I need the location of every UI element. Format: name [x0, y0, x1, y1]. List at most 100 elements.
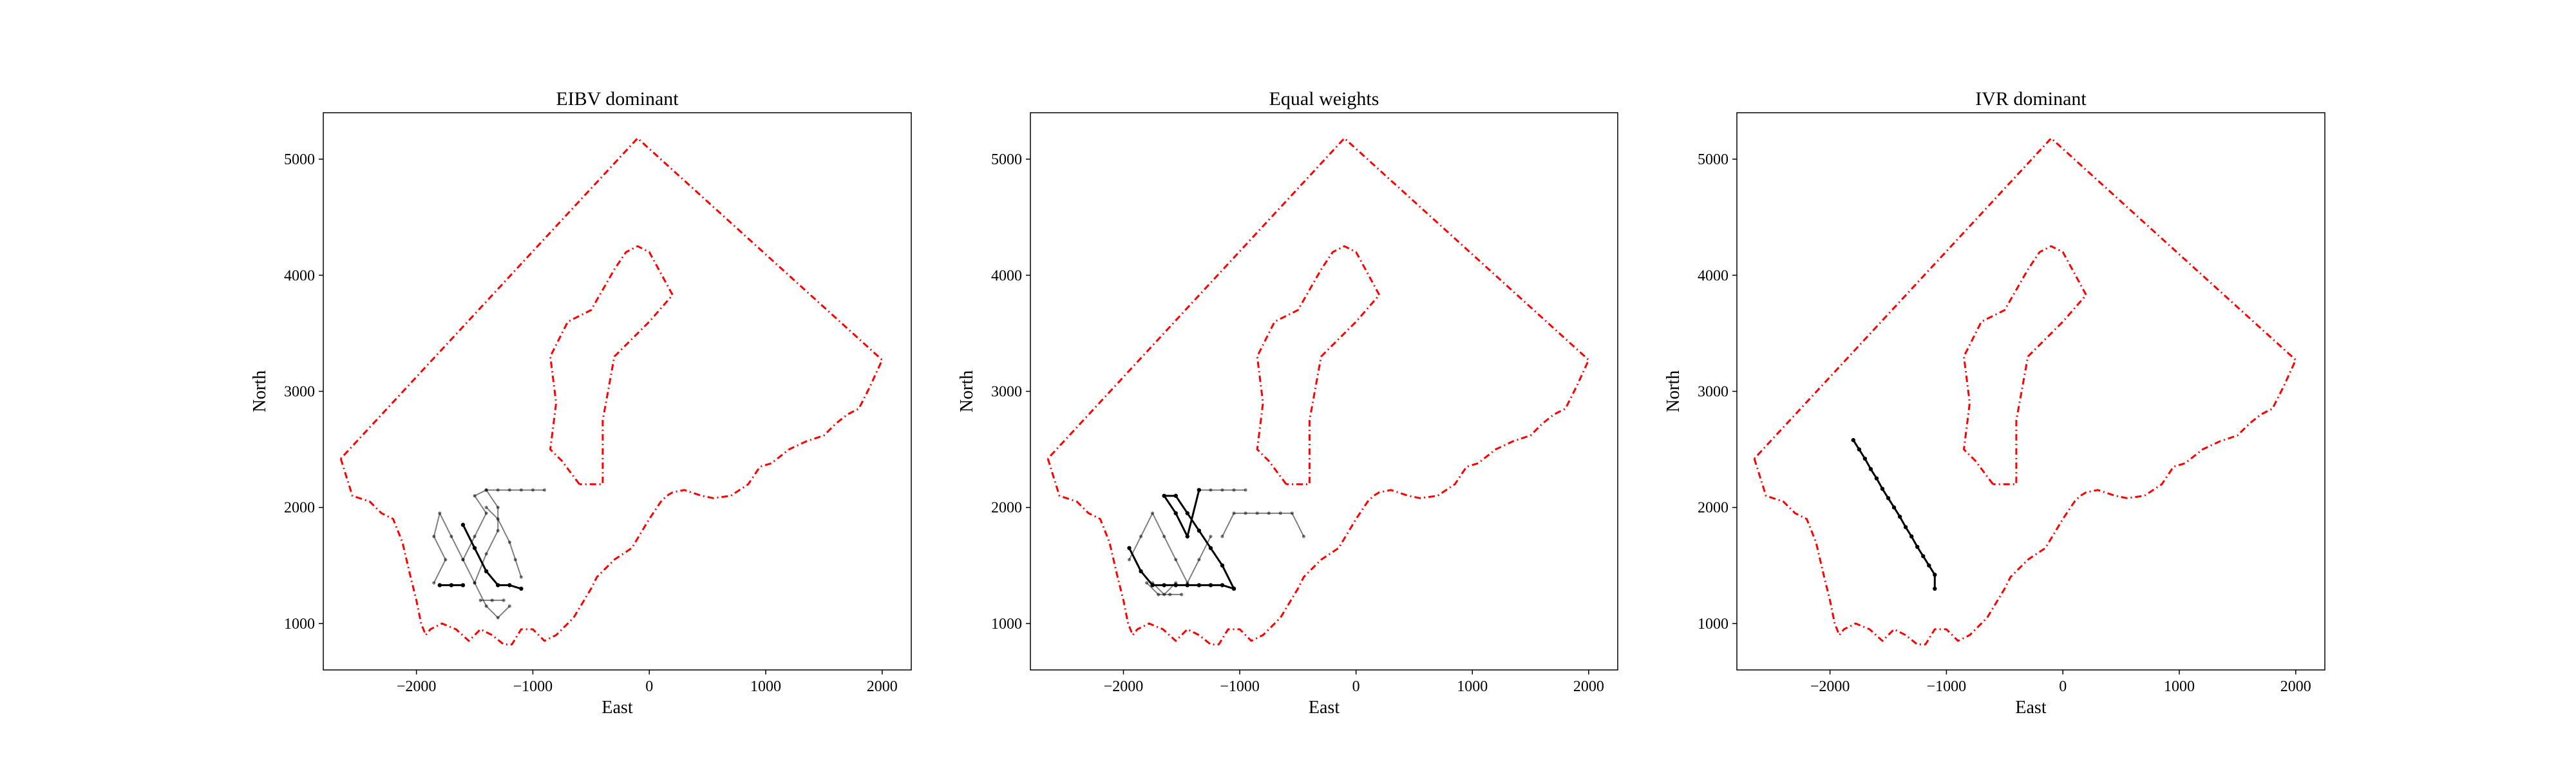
x-axis-label: East	[1309, 698, 1340, 718]
trajectory-point	[1162, 583, 1166, 587]
trajectory-point	[1220, 488, 1224, 492]
trajectory-point	[542, 488, 547, 492]
trajectory-point	[484, 506, 488, 510]
trajectory-point	[1927, 563, 1931, 568]
trajectory-point	[507, 583, 512, 587]
trajectory-point	[1127, 546, 1132, 550]
trajectory-point	[1255, 511, 1259, 515]
trajectory-point	[1180, 593, 1184, 596]
trajectory-point	[507, 540, 511, 544]
y-tick-label: 4000	[991, 267, 1022, 284]
trajectory-line	[433, 489, 511, 618]
y-tick-label: 1000	[991, 616, 1022, 633]
trajectory-point	[1231, 586, 1236, 591]
trajectory-point	[513, 558, 517, 562]
y-tick-label: 1000	[284, 616, 315, 633]
y-tick-label: 2000	[991, 500, 1022, 517]
x-tick-label: 2000	[867, 678, 898, 695]
trajectory-point	[1915, 544, 1920, 549]
trajectory-point	[1197, 488, 1202, 492]
trajectory-point	[1220, 563, 1225, 568]
trajectory-point	[1173, 511, 1178, 515]
trajectory-point	[1208, 546, 1213, 550]
trajectory-point	[1886, 496, 1891, 501]
trajectory-point	[1857, 447, 1862, 452]
x-tick-label: −2000	[1104, 678, 1144, 695]
trajectory-point	[531, 488, 535, 492]
axes-frame	[1736, 112, 2325, 671]
boundary-line	[1046, 137, 1590, 645]
trajectory-point	[1897, 514, 1902, 519]
y-tick-label: 4000	[1698, 267, 1728, 284]
trajectory-point	[484, 511, 488, 515]
trajectory-point	[1185, 534, 1190, 539]
trajectory-point	[460, 583, 466, 587]
x-tick-label: 0	[2059, 678, 2067, 695]
x-tick-label: 1000	[750, 678, 781, 695]
trajectory-point	[484, 569, 489, 574]
trajectory-point	[1302, 535, 1305, 539]
y-tick-label: 4000	[284, 267, 315, 284]
trajectory-point	[519, 575, 523, 579]
trajectory-point	[496, 488, 500, 492]
trajectory-point	[473, 581, 477, 585]
trajectory-point	[1874, 476, 1879, 481]
trajectory-point	[1162, 493, 1166, 498]
boundary-line	[1753, 137, 2297, 645]
trajectory-point	[450, 535, 453, 539]
trajectory-point	[484, 488, 488, 492]
trajectory-point	[1185, 511, 1190, 515]
trajectory-point	[1151, 511, 1155, 515]
x-tick-label: 2000	[2280, 678, 2311, 695]
x-tick-label: −1000	[1927, 678, 1967, 695]
x-tick-label: 2000	[1573, 678, 1604, 695]
trajectory-point	[1891, 505, 1897, 510]
trajectory-point	[1244, 511, 1247, 515]
trajectory-line	[1163, 490, 1235, 589]
x-axis-label: East	[601, 698, 632, 718]
trajectory-point	[473, 494, 477, 498]
chart-title: IVR dominant	[1975, 88, 2087, 110]
trajectory-point	[1220, 583, 1225, 587]
trajectory-point	[1244, 488, 1247, 492]
y-tick-label: 2000	[284, 500, 315, 517]
trajectory-point	[444, 558, 448, 562]
trajectory-point	[1868, 467, 1873, 472]
trajectory-point	[496, 616, 500, 620]
trajectory-point	[449, 583, 454, 587]
trajectory-point	[1909, 534, 1914, 539]
trajectory-line	[1146, 582, 1182, 595]
trajectory-point	[507, 488, 511, 492]
y-axis-label: North	[957, 370, 977, 412]
trajectory-line	[462, 524, 522, 590]
trajectory-point	[460, 522, 466, 527]
y-tick-label: 3000	[284, 384, 315, 401]
trajectory-point	[484, 552, 488, 556]
trajectory-point	[1157, 593, 1160, 596]
y-tick-label: 1000	[1698, 616, 1728, 633]
y-tick-label: 3000	[991, 384, 1022, 401]
trajectory-point	[519, 586, 524, 591]
trajectory-point	[437, 583, 442, 587]
x-tick-label: 1000	[1457, 678, 1488, 695]
plot-area	[1753, 137, 2297, 645]
x-tick-label: −1000	[513, 678, 553, 695]
trajectory-point	[473, 535, 477, 539]
chart-panel-3: IVR dominant East North −2000 −1000 0 1000 2000…	[1663, 88, 2325, 718]
trajectory-point	[1174, 558, 1178, 562]
chart-panel-2: Equal weights East North −2000 −1000 0 1000 200…	[957, 88, 1618, 718]
trajectory-point	[502, 598, 506, 602]
trajectory-point	[1197, 583, 1202, 587]
trajectory-point	[1232, 511, 1236, 515]
trajectory-point	[1173, 493, 1178, 498]
boundary-line	[1963, 245, 2087, 486]
trajectory-point	[1185, 583, 1190, 587]
trajectory-point	[1862, 456, 1868, 461]
trajectory-line	[1852, 439, 1936, 589]
trajectory-point	[496, 517, 500, 521]
y-tick-label: 5000	[284, 151, 315, 168]
y-tick-label: 5000	[1698, 151, 1728, 168]
trajectory-line	[1128, 512, 1211, 584]
trajectory-point	[1197, 558, 1201, 562]
